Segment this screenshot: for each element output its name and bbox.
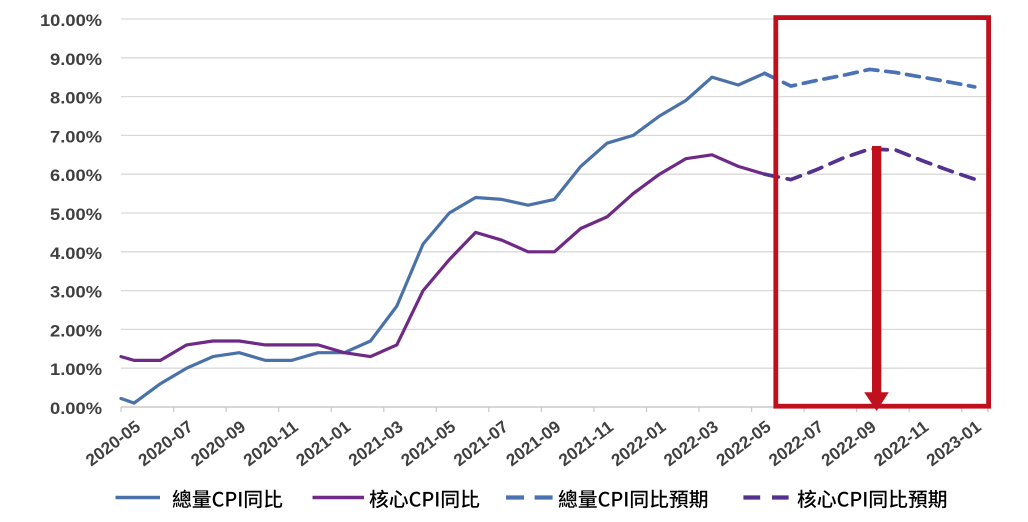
svg-text:1.00%: 1.00% [50, 360, 102, 379]
svg-text:0.00%: 0.00% [50, 399, 102, 418]
svg-text:2.00%: 2.00% [50, 321, 102, 340]
svg-text:3.00%: 3.00% [50, 283, 102, 302]
svg-text:4.00%: 4.00% [50, 244, 102, 263]
svg-text:6.00%: 6.00% [50, 166, 102, 185]
svg-text:7.00%: 7.00% [50, 127, 102, 146]
svg-text:10.00%: 10.00% [40, 11, 102, 30]
svg-text:9.00%: 9.00% [50, 50, 102, 69]
svg-text:5.00%: 5.00% [50, 205, 102, 224]
svg-text:8.00%: 8.00% [50, 89, 102, 108]
